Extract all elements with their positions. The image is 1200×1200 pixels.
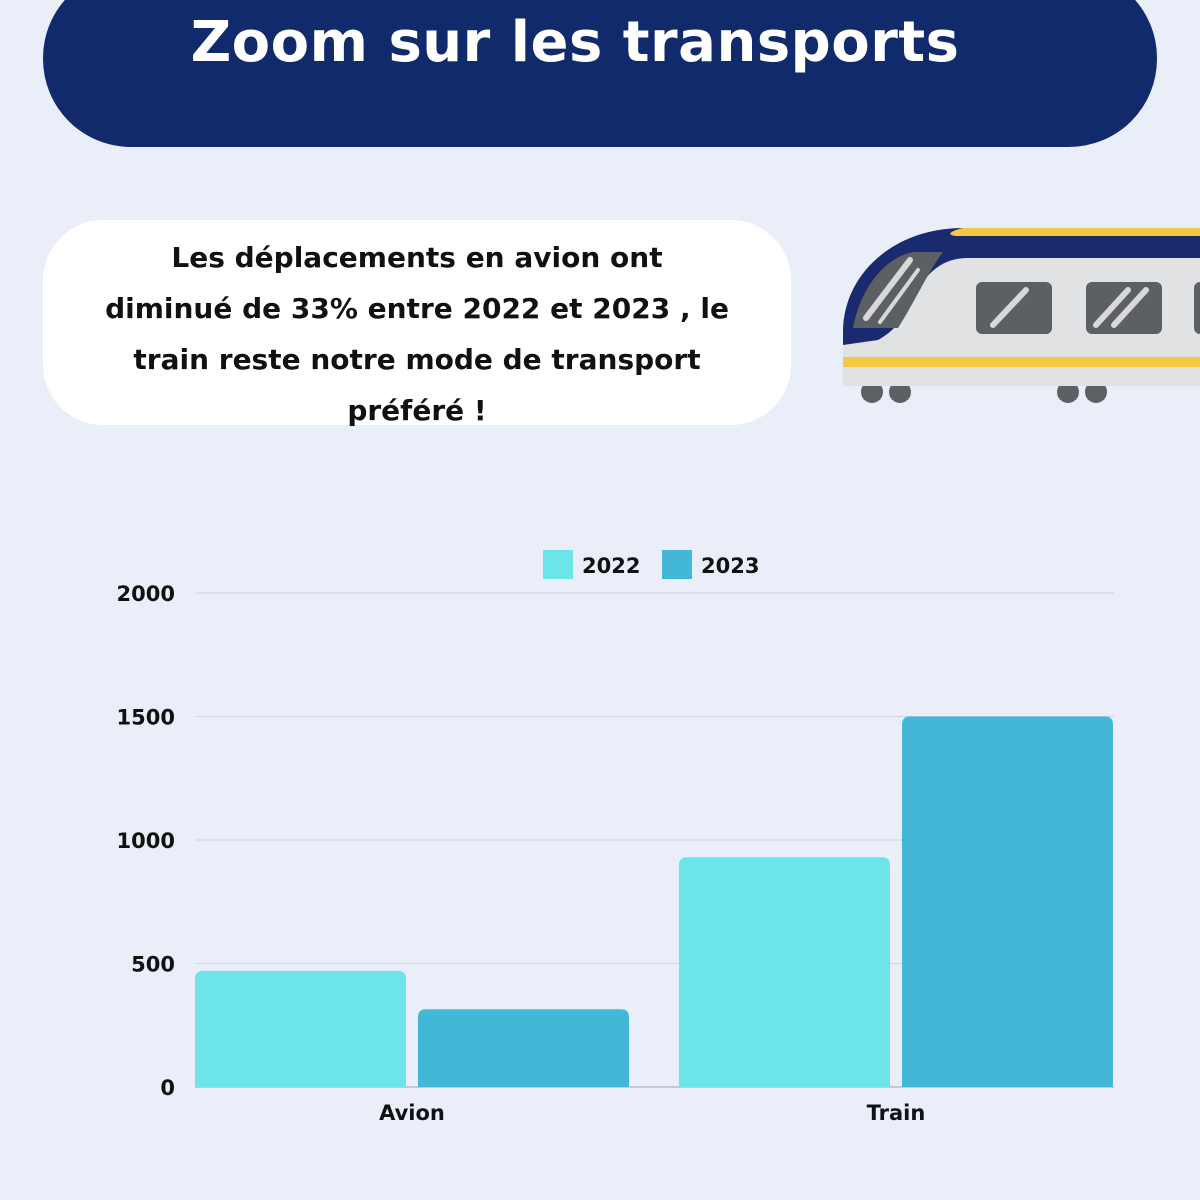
callout-line: préféré ! [347,394,487,427]
legend-label: 2023 [701,554,759,578]
callout-line: diminué de 33% entre 2022 et 2023 , le [105,292,729,325]
y-tick-label: 1500 [117,706,175,730]
bar-train-2023 [902,716,1113,1087]
y-tick-label: 2000 [117,582,175,606]
title-banner: Zoom sur les transports [43,0,1157,147]
bar-train-2022 [679,857,890,1087]
callout-text: Les déplacements en avion ont diminué de… [83,232,751,436]
x-tick-label: Train [867,1101,926,1125]
y-tick-label: 500 [131,953,175,977]
page-title: Zoom sur les transports [190,10,960,75]
callout-line: train reste notre mode de transport [133,343,701,376]
info-callout: Les déplacements en avion ont diminué de… [43,220,791,427]
y-tick-label: 0 [160,1076,175,1100]
bar-avion-2023 [418,1009,629,1087]
legend-label: 2022 [582,554,640,578]
legend-swatch [543,550,573,579]
legend-swatch [662,550,692,579]
y-tick-label: 1000 [117,829,175,853]
train-icon [843,228,1200,403]
x-tick-label: Avion [379,1101,445,1125]
callout-line: Les déplacements en avion ont [171,241,663,274]
bar-avion-2022 [195,970,406,1087]
